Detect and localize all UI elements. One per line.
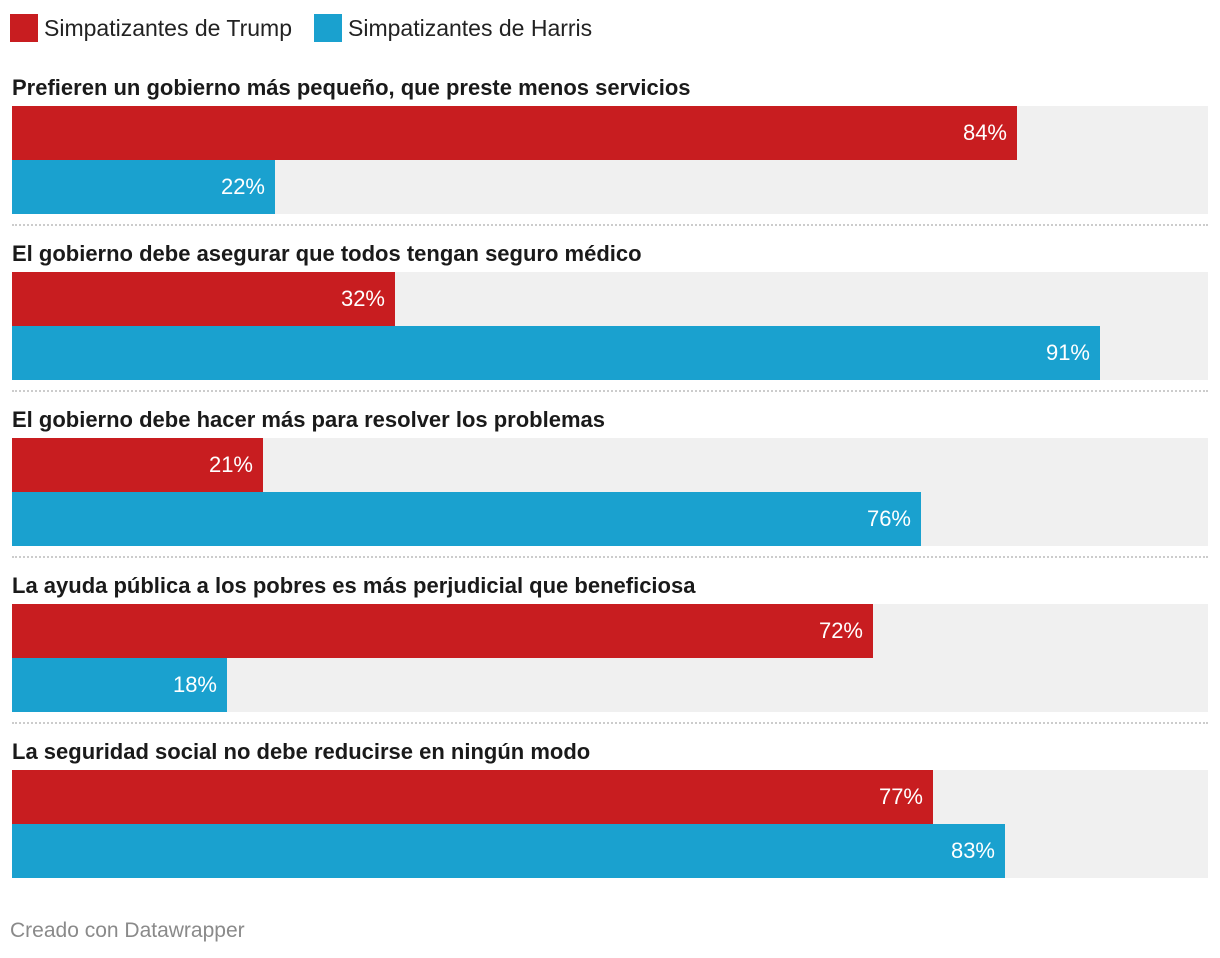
bar-value-label: 76% bbox=[866, 506, 911, 531]
group-separator bbox=[12, 224, 1208, 226]
legend-label-trump: Simpatizantes de Trump bbox=[44, 14, 293, 41]
bar-track: 83% bbox=[12, 824, 1208, 878]
bar-group: La seguridad social no debe reducirse en… bbox=[12, 734, 1208, 878]
group-separator bbox=[12, 722, 1208, 724]
bar-track: 84% bbox=[12, 106, 1208, 160]
bar-harris bbox=[12, 492, 921, 546]
bar-value-label: 18% bbox=[172, 672, 217, 697]
bar-group: La ayuda pública a los pobres es más per… bbox=[12, 568, 1208, 712]
category-label: La ayuda pública a los pobres es más per… bbox=[12, 573, 696, 598]
bar-value-label: 91% bbox=[1045, 340, 1090, 365]
bar-value-label: 84% bbox=[962, 120, 1007, 145]
bar-value-label: 21% bbox=[208, 452, 253, 477]
bar-value-label: 22% bbox=[220, 174, 265, 199]
bar-harris bbox=[12, 326, 1100, 380]
category-label: El gobierno debe asegurar que todos teng… bbox=[12, 241, 642, 266]
bar-trump bbox=[12, 438, 263, 492]
bar-harris bbox=[12, 160, 275, 214]
legend-swatch-harris bbox=[314, 14, 343, 42]
legend-swatch-trump bbox=[10, 14, 38, 42]
bar-track: 76% bbox=[12, 492, 1208, 546]
bar-trump bbox=[12, 604, 873, 658]
bar-trump bbox=[12, 272, 395, 326]
bar-track: 21% bbox=[12, 438, 1208, 492]
legend: Simpatizantes de Trump Simpatizantes de … bbox=[10, 12, 614, 44]
legend-label-harris: Simpatizantes de Harris bbox=[348, 14, 593, 41]
group-separator bbox=[12, 390, 1208, 392]
bar-track: 91% bbox=[12, 326, 1208, 380]
bar-value-label: 83% bbox=[950, 838, 995, 863]
bar-trump bbox=[12, 106, 1017, 160]
bar-value-label: 77% bbox=[878, 784, 923, 809]
bar-group: El gobierno debe asegurar que todos teng… bbox=[12, 236, 1208, 380]
bar-track: 32% bbox=[12, 272, 1208, 326]
legend-item-trump: Simpatizantes de Trump bbox=[10, 14, 292, 42]
bar-trump bbox=[12, 770, 933, 824]
legend-item-harris: Simpatizantes de Harris bbox=[314, 14, 592, 42]
bar-value-label: 72% bbox=[818, 618, 863, 643]
bar-value-label: 32% bbox=[340, 286, 385, 311]
group-separator bbox=[12, 556, 1208, 558]
bar-track: 22% bbox=[12, 160, 1208, 214]
bar-track: 72% bbox=[12, 604, 1208, 658]
bar-group: El gobierno debe hacer más para resolver… bbox=[12, 402, 1208, 546]
bar-harris bbox=[12, 658, 227, 712]
category-label: Prefieren un gobierno más pequeño, que p… bbox=[12, 75, 691, 100]
bar-group: Prefieren un gobierno más pequeño, que p… bbox=[12, 70, 1208, 214]
bar-harris bbox=[12, 824, 1005, 878]
category-label: La seguridad social no debe reducirse en… bbox=[12, 739, 591, 764]
footer-credit: Creado con Datawrapper bbox=[10, 919, 245, 942]
category-label: El gobierno debe hacer más para resolver… bbox=[12, 407, 606, 432]
bar-track: 77% bbox=[12, 770, 1208, 824]
bar-track: 18% bbox=[12, 658, 1208, 712]
